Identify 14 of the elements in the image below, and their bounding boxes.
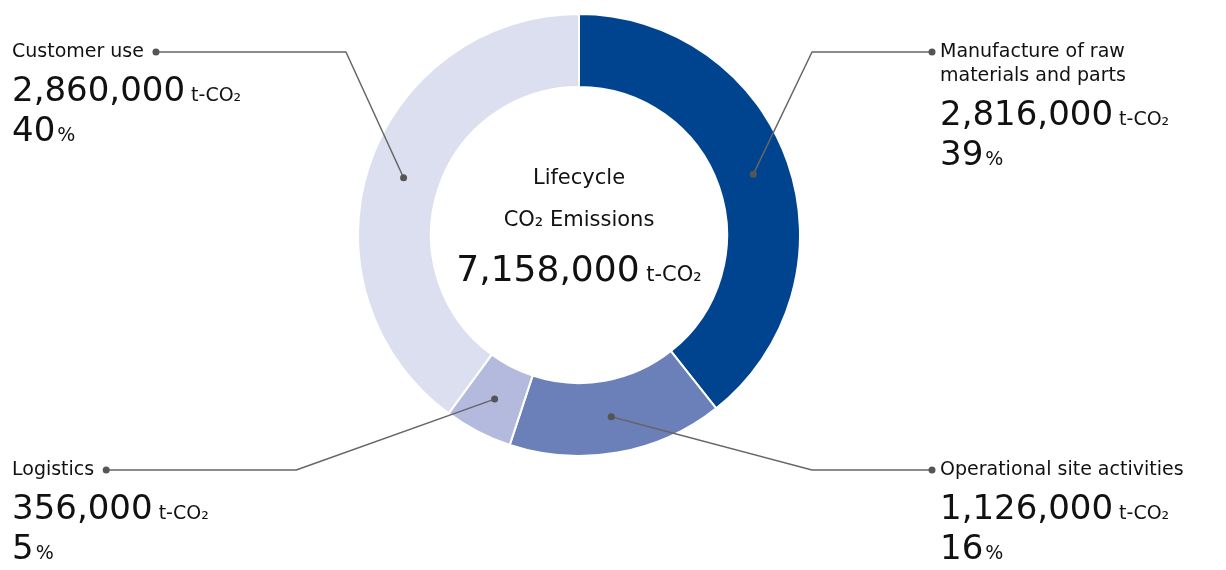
text: Lifecycle CO₂ Emissions	[503, 165, 655, 232]
text: 5%	[12, 526, 54, 567]
slice-label: Manufacture of raw materials and parts	[940, 38, 1126, 85]
data-label: 2,860,000 t-CO₂	[12, 68, 242, 109]
data-label: 356,000 t-CO₂	[12, 486, 209, 527]
slice-label: Customer use	[12, 38, 144, 61]
text: 16%	[940, 526, 1004, 567]
text: 39%	[940, 132, 1004, 173]
slice-label: Logistics	[12, 456, 95, 479]
slice-label: Operational site activities	[940, 456, 1184, 479]
text: 40%	[12, 108, 76, 149]
data-label: 1,126,000 t-CO₂	[940, 486, 1170, 527]
data-label: 2,816,000 t-CO₂	[940, 92, 1170, 133]
text: 7,158,000 t-CO₂	[456, 248, 702, 290]
